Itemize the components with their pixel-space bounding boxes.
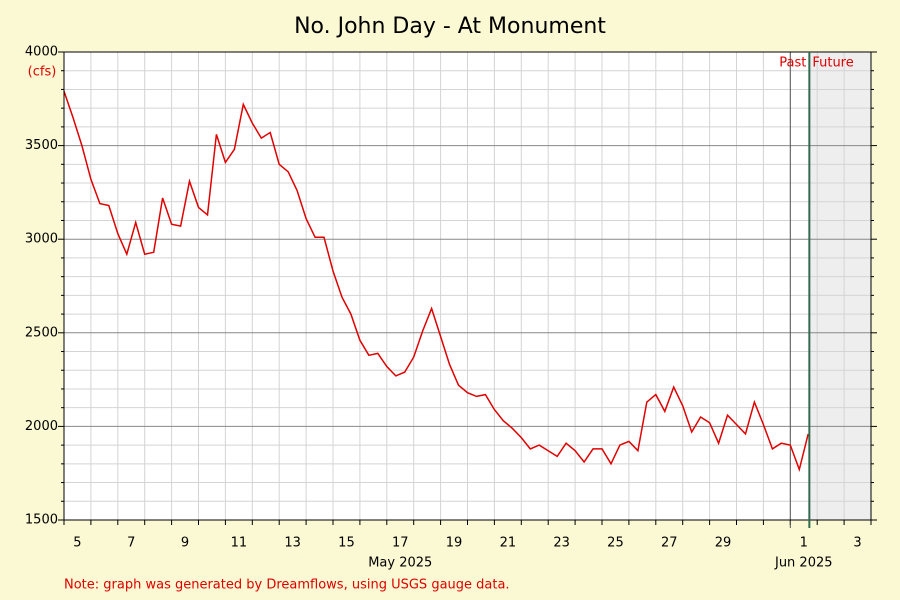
y-unit: (cfs) [28, 65, 57, 80]
x-tick-label: 25 [607, 536, 624, 551]
y-tick-label: 3000 [25, 232, 58, 247]
future-label: Future [812, 56, 853, 71]
x-tick-label: 9 [181, 536, 189, 551]
x-tick-label: 23 [553, 536, 570, 551]
y-tick-label: 4000 [25, 45, 58, 60]
x-tick-label: 15 [338, 536, 355, 551]
y-tick-label: 2000 [25, 419, 58, 434]
month-label: May 2025 [368, 556, 432, 571]
y-tick-label: 2500 [25, 325, 58, 340]
y-tick-label: 3500 [25, 138, 58, 153]
month-label: Jun 2025 [774, 556, 833, 571]
x-tick-label: 17 [392, 536, 409, 551]
flow-line [63, 91, 809, 473]
plot-frame [63, 51, 872, 521]
x-tick-label: 3 [853, 536, 861, 551]
y-tick-label: 1500 [25, 513, 58, 528]
x-tick-label: 7 [127, 536, 135, 551]
x-tick-label: 19 [446, 536, 463, 551]
x-tick-label: 21 [500, 536, 517, 551]
past-label: Past [779, 56, 806, 71]
x-tick-label: 11 [231, 536, 248, 551]
x-tick-label: 5 [73, 536, 81, 551]
x-tick-label: 29 [715, 536, 732, 551]
grid [58, 51, 877, 528]
x-tick-label: 13 [284, 536, 301, 551]
note: Note: graph was generated by Dreamflows,… [64, 578, 510, 593]
future-region [809, 52, 871, 520]
x-tick-label: 27 [661, 536, 678, 551]
chart-title: No. John Day - At Monument [294, 14, 606, 39]
x-tick-label: 1 [800, 536, 808, 551]
marks [63, 91, 809, 473]
